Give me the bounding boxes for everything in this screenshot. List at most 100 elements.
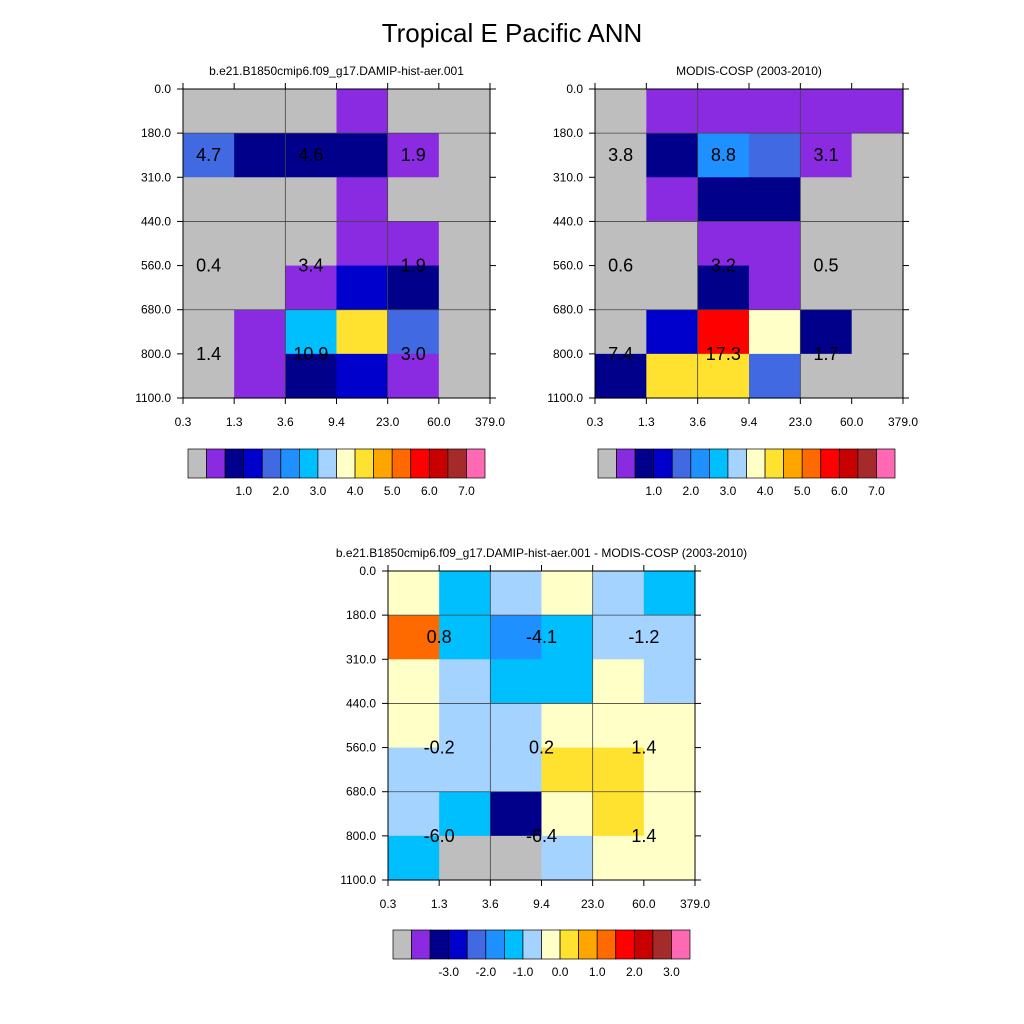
heatmap-cell [439, 615, 491, 660]
colorbar-swatch [504, 929, 524, 960]
heatmap-cell [749, 309, 801, 355]
heatmap-cell [697, 265, 750, 311]
colorbar-swatch [522, 929, 542, 960]
heatmap-cell [749, 265, 801, 311]
colorbar-swatch [820, 448, 840, 479]
heatmap-cell [646, 265, 699, 311]
x-tick-label: 1.3 [226, 415, 243, 429]
heatmap-cell [643, 747, 696, 793]
colorbar-label: 3.0 [663, 965, 680, 979]
y-tick-label: 800.0 [346, 829, 376, 843]
y-tick-label: 0.0 [359, 564, 376, 578]
colorbar-swatch [653, 448, 673, 479]
heatmap-cell [388, 571, 440, 616]
cell-value-label: 10.9 [293, 344, 328, 364]
heatmap-cell [234, 309, 286, 355]
y-tick-label: 310.0 [141, 170, 171, 184]
cell-value-label: 1.9 [401, 145, 426, 165]
heatmap-cell [851, 353, 904, 399]
y-tick-label: 1100.0 [340, 873, 376, 887]
cell-value-label: 3.4 [298, 256, 323, 276]
colorbar-swatch [280, 448, 300, 479]
heatmap-cell [851, 89, 904, 134]
heatmap-cell [388, 703, 440, 749]
colorbar-swatch [541, 929, 561, 960]
heatmap-cell [541, 791, 594, 837]
heatmap-cell [439, 659, 491, 705]
heatmap-cell [592, 659, 645, 705]
colorbar: 1.0 2.0 3.0 4.0 5.0 6.0 7.0 [187, 448, 486, 498]
heatmap-cell [592, 571, 645, 616]
colorbar-swatch [447, 448, 467, 479]
heatmap-cell [183, 177, 235, 223]
heatmap-cell [643, 571, 696, 616]
x-tick-label: 3.6 [277, 415, 294, 429]
heatmap-cell [285, 89, 338, 134]
heatmap-cell [851, 221, 904, 267]
heatmap-cell [490, 571, 543, 616]
cell-value-label: 3.8 [608, 145, 633, 165]
colorbar-swatch [727, 448, 747, 479]
heatmap-cell [387, 265, 440, 311]
y-tick-label: 180.0 [346, 608, 376, 622]
cell-value-label: 3.0 [401, 344, 426, 364]
heatmap-cell [541, 747, 594, 793]
heatmap-cell [595, 133, 647, 178]
colorbar-swatch [671, 448, 692, 479]
heatmap-cell [697, 309, 750, 355]
heatmap-cell [643, 659, 696, 705]
heatmap-cell [851, 309, 904, 355]
heatmap-cell [439, 835, 491, 881]
heatmap-cell [336, 353, 389, 399]
heatmap-cell [388, 835, 440, 881]
heatmap-cell [439, 747, 491, 793]
colorbar-label: 0.0 [552, 965, 569, 979]
heatmap-cell [388, 791, 440, 837]
heatmap-cell [595, 89, 647, 134]
x-tick-label: 9.4 [533, 897, 550, 911]
heatmap-cell [646, 177, 699, 223]
colorbar-label: 3.0 [720, 484, 737, 498]
heatmap-cell [438, 133, 491, 178]
heatmap-cell [697, 221, 750, 267]
heatmap-cell [800, 265, 853, 311]
heatmap-cell [285, 177, 338, 223]
y-tick-label: 800.0 [553, 347, 583, 361]
heatmap-cell [697, 177, 750, 223]
heatmap-cell [851, 177, 904, 223]
heatmap-cell [387, 133, 440, 178]
colorbar-swatch [671, 929, 691, 960]
x-tick-label: 0.3 [175, 415, 192, 429]
y-tick-label: 440.0 [553, 214, 583, 228]
y-tick-label: 0.0 [566, 82, 583, 96]
colorbar-swatch [410, 448, 430, 479]
colorbar-swatch [652, 929, 672, 960]
y-tick-label: 800.0 [141, 347, 171, 361]
y-tick-label: 440.0 [141, 214, 171, 228]
colorbar-label: 6.0 [831, 484, 848, 498]
colorbar-label: 1.0 [645, 484, 662, 498]
colorbar-swatch [690, 448, 710, 479]
cell-value-label: 1.4 [196, 344, 221, 364]
heatmap-cell [541, 835, 594, 881]
cell-value-label: -4.1 [526, 627, 557, 647]
x-tick-label: 379.0 [680, 897, 710, 911]
heatmap-cell [646, 221, 699, 267]
heatmap-cell [749, 133, 801, 178]
heatmap-cell [183, 221, 235, 267]
x-tick-label: 1.3 [638, 415, 655, 429]
cell-value-label: 17.3 [706, 344, 741, 364]
colorbar-swatch [596, 929, 617, 960]
heatmap-cell [438, 221, 491, 267]
heatmap-cell [800, 309, 853, 355]
cell-value-label: 0.5 [813, 256, 838, 276]
x-tick-label: 23.0 [376, 415, 400, 429]
colorbar: -3.0 -2.0 -1.0 0.0 1.0 2.0 3.0 [392, 929, 691, 979]
heatmap-cell [595, 177, 647, 223]
colorbar-swatch [466, 929, 487, 960]
panel-title: b.e21.B1850cmip6.f09_g17.DAMIP-hist-aer.… [209, 64, 464, 78]
heatmap-cell [285, 353, 338, 399]
colorbar-label: 5.0 [794, 484, 811, 498]
heatmap-cell [438, 265, 491, 311]
colorbar-label: 4.0 [757, 484, 774, 498]
